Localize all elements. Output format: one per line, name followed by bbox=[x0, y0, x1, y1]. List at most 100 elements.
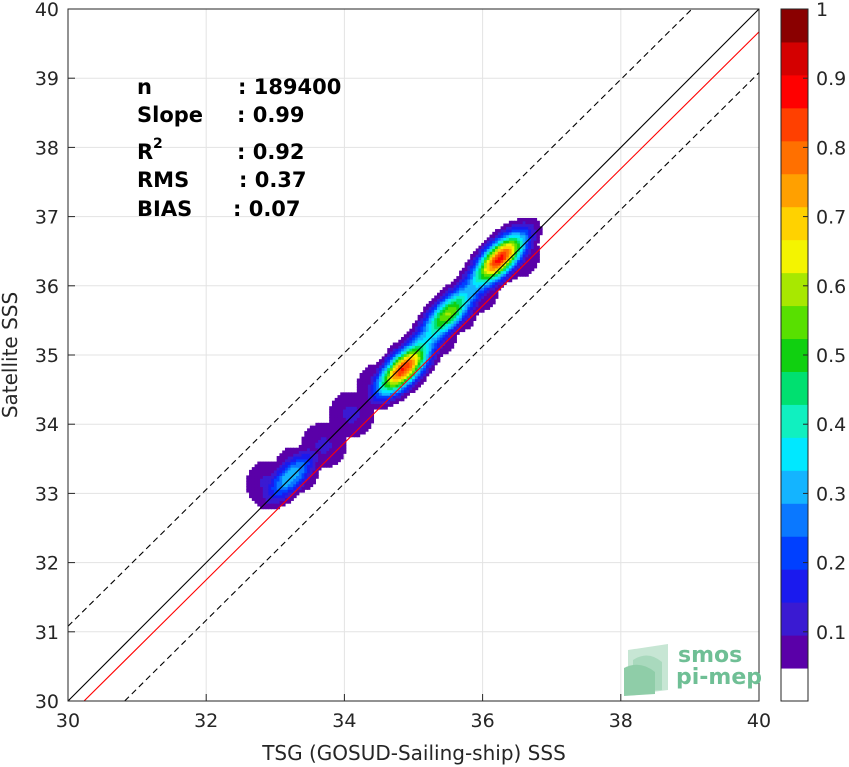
density-cell bbox=[315, 442, 319, 446]
density-cell bbox=[315, 428, 319, 432]
density-cell bbox=[301, 447, 305, 452]
density-cell bbox=[428, 303, 433, 308]
density-cell bbox=[356, 400, 361, 405]
density-cell bbox=[304, 447, 308, 452]
density-cell bbox=[298, 464, 303, 468]
density-cell bbox=[519, 253, 524, 258]
density-cell bbox=[301, 483, 305, 488]
density-cell bbox=[423, 350, 427, 355]
density-cell bbox=[533, 220, 538, 225]
density-cell bbox=[392, 378, 397, 382]
density-cell bbox=[481, 265, 485, 269]
density-cell bbox=[315, 447, 319, 452]
density-cell bbox=[428, 367, 433, 371]
density-cell bbox=[384, 361, 388, 366]
density-cell bbox=[409, 384, 413, 388]
density-cell bbox=[425, 317, 430, 321]
density-cell bbox=[254, 500, 258, 504]
density-cell bbox=[442, 348, 446, 352]
density-cell bbox=[450, 284, 455, 288]
density-cell bbox=[309, 458, 314, 463]
density-cell bbox=[309, 447, 314, 452]
density-cell bbox=[486, 240, 491, 244]
density-cell bbox=[525, 256, 529, 261]
density-cell bbox=[420, 381, 424, 385]
density-cell bbox=[398, 353, 402, 357]
density-cell bbox=[293, 469, 297, 474]
density-cell bbox=[401, 370, 405, 374]
density-cell bbox=[528, 234, 532, 238]
density-cell bbox=[478, 251, 482, 255]
density-cell bbox=[337, 397, 341, 402]
density-cell bbox=[434, 348, 438, 352]
density-cell bbox=[343, 400, 347, 405]
density-cell bbox=[445, 306, 449, 310]
density-cell bbox=[351, 400, 355, 405]
density-cell bbox=[525, 267, 529, 272]
density-cell bbox=[254, 475, 258, 479]
density-cell bbox=[536, 237, 540, 241]
density-cell bbox=[262, 497, 267, 501]
density-cell bbox=[348, 411, 352, 416]
density-cell bbox=[495, 242, 499, 247]
density-cell bbox=[254, 467, 258, 471]
density-cell bbox=[398, 395, 402, 399]
density-cell bbox=[331, 431, 336, 435]
density-cell bbox=[489, 289, 493, 294]
density-cell bbox=[398, 381, 402, 385]
density-cell bbox=[301, 480, 305, 485]
density-cell bbox=[395, 361, 399, 366]
density-cell bbox=[340, 431, 344, 435]
density-cell bbox=[351, 411, 355, 416]
density-cell bbox=[506, 251, 510, 255]
density-cell bbox=[503, 270, 507, 274]
density-cell bbox=[456, 314, 460, 319]
density-cell bbox=[343, 425, 347, 429]
density-cell bbox=[483, 240, 488, 244]
density-cell bbox=[387, 389, 391, 393]
density-cell bbox=[398, 392, 402, 396]
density-cell bbox=[329, 406, 333, 410]
density-cell bbox=[351, 433, 355, 438]
density-cell bbox=[448, 331, 452, 335]
density-cell bbox=[417, 356, 422, 360]
density-cell bbox=[425, 325, 430, 330]
density-cell bbox=[390, 403, 394, 407]
density-cell bbox=[511, 242, 515, 247]
density-cell bbox=[351, 395, 355, 399]
density-cell bbox=[453, 301, 457, 305]
density-cell bbox=[461, 301, 466, 305]
density-cell bbox=[420, 375, 424, 380]
density-cell bbox=[334, 397, 339, 402]
density-cell bbox=[279, 483, 283, 488]
density-cell bbox=[475, 278, 480, 283]
density-cell bbox=[417, 361, 422, 366]
density-cell bbox=[337, 439, 341, 443]
density-cell bbox=[392, 389, 397, 393]
density-cell bbox=[365, 370, 369, 374]
density-cell bbox=[467, 314, 471, 319]
stat-label-rms: RMS bbox=[137, 168, 189, 192]
density-cell bbox=[434, 303, 438, 308]
density-cell bbox=[492, 253, 496, 258]
density-cell bbox=[500, 270, 504, 274]
density-cell bbox=[293, 450, 297, 454]
density-cell bbox=[337, 422, 341, 427]
density-cell bbox=[428, 334, 433, 338]
density-cell bbox=[323, 453, 328, 457]
density-cell bbox=[309, 480, 314, 485]
density-cell bbox=[522, 226, 527, 230]
density-cell bbox=[329, 417, 333, 421]
density-cell bbox=[381, 386, 386, 391]
density-cell bbox=[436, 309, 441, 313]
density-cell bbox=[401, 353, 405, 357]
density-cell bbox=[492, 276, 496, 280]
density-cell bbox=[296, 486, 300, 490]
density-cell bbox=[530, 259, 535, 263]
density-cell bbox=[365, 411, 369, 416]
density-cell bbox=[517, 240, 521, 244]
density-cell bbox=[528, 223, 532, 227]
density-cell bbox=[257, 489, 261, 493]
density-cell bbox=[351, 397, 355, 402]
density-cell bbox=[495, 267, 499, 272]
